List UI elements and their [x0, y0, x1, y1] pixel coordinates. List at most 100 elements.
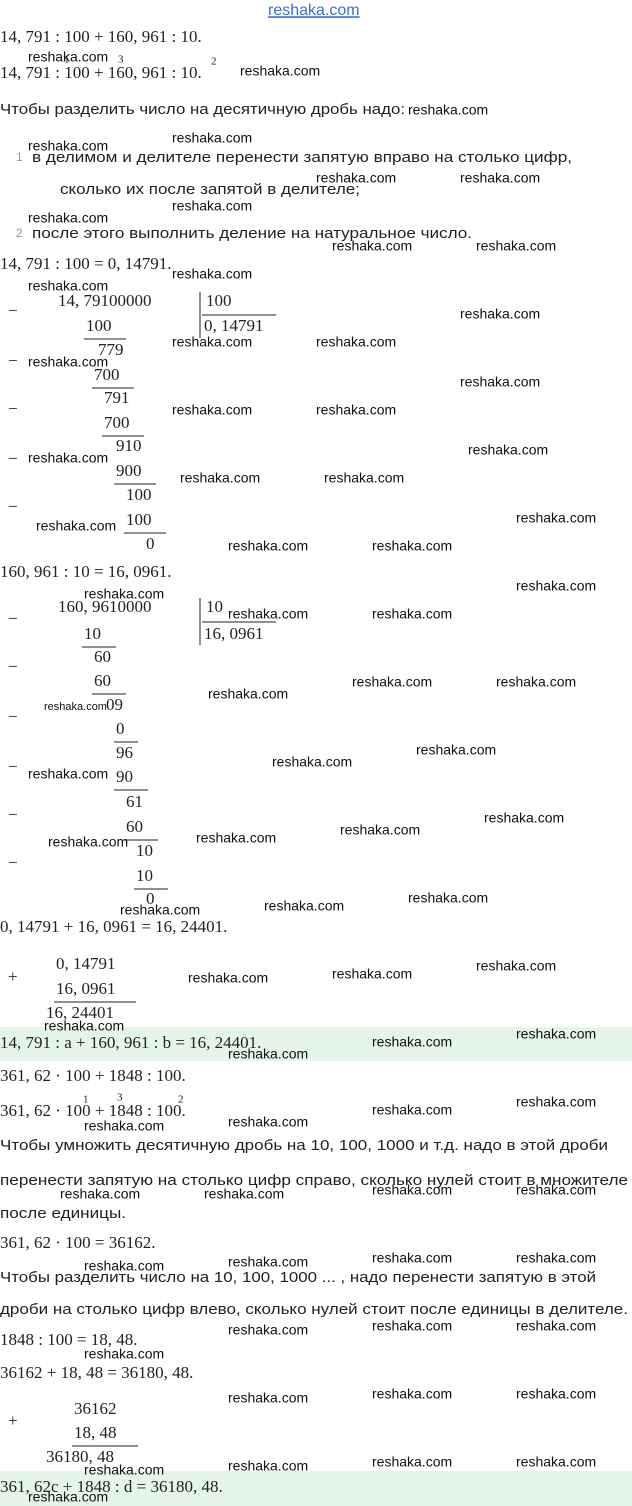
math: 96 — [116, 743, 133, 762]
math: 16, 0961 — [56, 979, 116, 998]
math: − — [8, 351, 18, 370]
watermark: reshaka.com — [84, 586, 164, 602]
math: − — [8, 707, 18, 726]
watermark: reshaka.com — [44, 1018, 124, 1034]
highlight — [0, 1027, 632, 1061]
watermark: reshaka.com — [476, 238, 556, 254]
math: 0, 14791 — [204, 316, 264, 335]
watermark: reshaka.com — [172, 198, 252, 214]
math: 14, 791 : 100 + 160, 961 : 10. — [0, 27, 202, 46]
math: 910 — [116, 436, 142, 455]
watermark: reshaka.com — [340, 822, 420, 838]
watermark: reshaka.com — [228, 1390, 308, 1406]
watermark: reshaka.com — [44, 701, 107, 713]
watermark: reshaka.com — [516, 1094, 596, 1110]
watermark: reshaka.com — [28, 49, 108, 65]
watermark: reshaka.com — [516, 1182, 596, 1198]
math: 2 — [211, 56, 217, 68]
watermark: reshaka.com — [36, 518, 116, 534]
watermark: reshaka.com — [352, 674, 432, 690]
math: 10 — [136, 866, 153, 885]
watermark: reshaka.com — [172, 334, 252, 350]
watermark: reshaka.com — [272, 754, 352, 770]
list-number: 1 — [16, 150, 23, 164]
watermark: reshaka.com — [264, 898, 344, 914]
watermark: reshaka.com — [120, 902, 200, 918]
math: − — [8, 497, 18, 516]
watermark: reshaka.com — [172, 266, 252, 282]
watermark: reshaka.com — [372, 606, 452, 622]
math: − — [8, 449, 18, 468]
math: 61 — [126, 792, 143, 811]
paragraph: Чтобы умножить десятичную дробь на 10, 1… — [0, 1137, 608, 1154]
math: 0, 14791 — [56, 954, 116, 973]
watermark: reshaka.com — [28, 1489, 108, 1505]
site-link[interactable]: reshaka.com — [268, 2, 360, 19]
math: 3 — [117, 1092, 123, 1104]
math: − — [8, 301, 18, 320]
watermark: reshaka.com — [28, 766, 108, 782]
watermark: reshaka.com — [84, 1118, 164, 1134]
watermark: reshaka.com — [516, 578, 596, 594]
paragraph: после единицы. — [0, 1205, 126, 1222]
watermark: reshaka.com — [48, 834, 128, 850]
watermark: reshaka.com — [60, 1186, 140, 1202]
math: − — [8, 657, 18, 676]
math: 779 — [98, 340, 124, 359]
math: 14, 79100000 — [58, 291, 152, 310]
math: 100 — [126, 485, 152, 504]
math: − — [8, 609, 18, 628]
paragraph: Чтобы разделить число на 10, 100, 1000 .… — [0, 1269, 596, 1286]
watermark: reshaka.com — [372, 1318, 452, 1334]
math: 0, 14791 + 16, 0961 = 16, 24401. — [0, 917, 227, 936]
watermark: reshaka.com — [28, 210, 108, 226]
math: 0 — [116, 719, 125, 738]
math: 791 — [104, 388, 130, 407]
math: 3 — [118, 54, 124, 66]
math: 700 — [104, 413, 130, 432]
watermark: reshaka.com — [196, 830, 276, 846]
math: 361, 62 · 100 = 36162. — [0, 1233, 156, 1252]
paragraph: перенести запятую на столько цифр справо… — [0, 1172, 628, 1189]
math: 900 — [116, 461, 142, 480]
math: 1848 : 100 = 18, 48. — [0, 1330, 138, 1349]
paragraph: сколько их после запятой в делителе; — [60, 181, 360, 198]
watermark: reshaka.com — [516, 510, 596, 526]
watermark: reshaka.com — [408, 102, 488, 118]
watermark: reshaka.com — [372, 1250, 452, 1266]
math: 10 — [136, 841, 153, 860]
math: 10 — [84, 624, 101, 643]
math: 14, 791 : a + 160, 961 : b = 16, 24401. — [0, 1033, 261, 1052]
watermark: reshaka.com — [28, 278, 108, 294]
math: 14, 791 : 100 + 160, 961 : 10. — [0, 63, 202, 82]
watermark: reshaka.com — [468, 442, 548, 458]
watermark: reshaka.com — [84, 1258, 164, 1274]
math: 60 — [94, 671, 111, 690]
math: 361, 62 · 100 + 1848 : 100. — [0, 1101, 186, 1120]
math: 36162 — [74, 1399, 117, 1418]
watermark: reshaka.com — [208, 686, 288, 702]
watermark: reshaka.com — [316, 402, 396, 418]
watermark: reshaka.com — [204, 1186, 284, 1202]
math: 16, 0961 — [204, 624, 264, 643]
math: − — [8, 757, 18, 776]
watermark: reshaka.com — [496, 674, 576, 690]
watermark: reshaka.com — [484, 810, 564, 826]
math: 36162 + 18, 48 = 36180, 48. — [0, 1363, 193, 1382]
watermark: reshaka.com — [324, 470, 404, 486]
watermark: reshaka.com — [476, 958, 556, 974]
watermark: reshaka.com — [460, 374, 540, 390]
paragraph: в делимом и делителе перенести запятую в… — [32, 149, 572, 166]
math: 10 — [206, 597, 223, 616]
watermark: reshaka.com — [240, 63, 320, 79]
watermark: reshaka.com — [516, 1318, 596, 1334]
watermark: reshaka.com — [332, 238, 412, 254]
watermark: reshaka.com — [228, 538, 308, 554]
watermark: reshaka.com — [188, 970, 268, 986]
paragraph: Чтобы разделить число на десятичную дроб… — [0, 101, 405, 118]
watermark: reshaka.com — [516, 1454, 596, 1470]
watermark: reshaka.com — [228, 1458, 308, 1474]
math: 1 — [83, 1094, 89, 1106]
watermark: reshaka.com — [28, 450, 108, 466]
